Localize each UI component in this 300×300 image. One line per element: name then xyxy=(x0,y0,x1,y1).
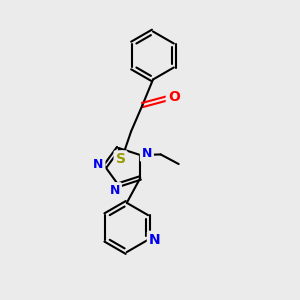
Text: O: O xyxy=(168,90,180,104)
Text: S: S xyxy=(116,152,126,166)
Text: N: N xyxy=(142,147,152,160)
Text: N: N xyxy=(93,158,103,172)
Text: N: N xyxy=(110,184,120,197)
Text: N: N xyxy=(149,233,161,247)
